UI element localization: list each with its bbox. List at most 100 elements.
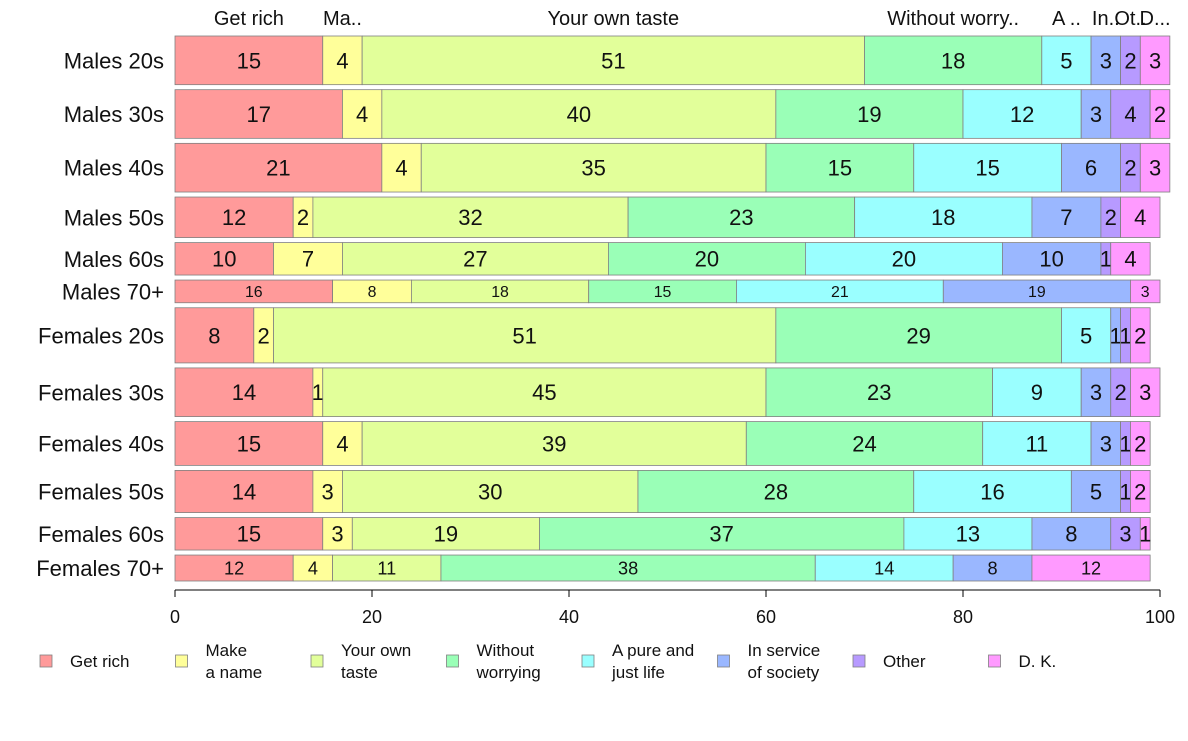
data-label: 6: [1085, 156, 1097, 181]
series-top-label: Get rich: [214, 8, 284, 30]
bar-segment: [381, 89, 777, 139]
data-label: 1: [1119, 479, 1131, 504]
data-label: 51: [601, 48, 625, 73]
legend-label: Without: [477, 641, 535, 660]
data-label: 2: [1105, 205, 1117, 230]
data-label: 1: [312, 380, 324, 405]
series-top-label: D...: [1140, 8, 1171, 30]
bar-segment: [1120, 196, 1161, 238]
legend-label: Other: [883, 652, 926, 671]
data-label: 5: [1090, 479, 1102, 504]
legend-swatch: [988, 654, 1001, 668]
data-label: 8: [1065, 522, 1077, 547]
data-label: 35: [581, 156, 605, 181]
data-label: 1: [1119, 323, 1131, 348]
data-label: 18: [941, 48, 965, 73]
data-label: 14: [874, 559, 894, 579]
data-label: 7: [302, 247, 314, 272]
data-label: 21: [266, 156, 290, 181]
bar-segment: [174, 307, 255, 364]
data-label: 19: [434, 522, 458, 547]
data-label: 3: [1119, 522, 1131, 547]
data-label: 12: [1010, 102, 1034, 127]
bar-segment: [322, 367, 767, 417]
bar-segment: [1031, 196, 1102, 238]
legend-label: Your own: [341, 641, 411, 660]
data-label: 16: [980, 479, 1004, 504]
data-label: 2: [258, 323, 270, 348]
data-label: 4: [1134, 205, 1146, 230]
category-label: Males 40s: [64, 156, 164, 181]
data-label: 2: [1114, 380, 1126, 405]
bar-segment: [1080, 89, 1112, 139]
data-label: 8: [368, 284, 377, 301]
series-top-label: A ..: [1052, 8, 1081, 30]
data-label: 4: [1124, 102, 1136, 127]
bar-segment: [913, 470, 1072, 513]
category-label: Females 30s: [38, 380, 164, 405]
data-label: 4: [336, 48, 348, 73]
data-label: 19: [1028, 284, 1046, 301]
data-label: 2: [1124, 156, 1136, 181]
bar-segment: [1031, 554, 1151, 582]
data-label: 15: [975, 156, 999, 181]
category-label: Males 60s: [64, 247, 164, 272]
data-label: 4: [395, 156, 407, 181]
legend-swatch: [310, 654, 324, 668]
category-label: Females 20s: [38, 323, 164, 348]
legend-label: D. K.: [1019, 652, 1057, 671]
bar-segment: [1070, 470, 1121, 513]
bar-segment: [342, 242, 609, 276]
bar-segment: [745, 421, 984, 466]
data-label: 1: [1100, 247, 1112, 272]
bar-segment: [322, 421, 363, 466]
bar-segment: [1130, 307, 1151, 364]
data-label: 24: [852, 431, 876, 456]
bar-segment: [351, 517, 540, 551]
data-label: 13: [956, 522, 980, 547]
category-label: Females 70+: [36, 556, 164, 581]
bar-segment: [292, 554, 334, 582]
bar-segment: [1130, 279, 1161, 304]
data-label: 2: [1134, 431, 1146, 456]
bar-segment: [814, 554, 954, 582]
bar-segment: [775, 89, 964, 139]
category-label: Females 40s: [38, 432, 164, 457]
data-label: 7: [1060, 205, 1072, 230]
data-label: 3: [1149, 156, 1161, 181]
data-label: 40: [567, 102, 591, 127]
bar-segment: [1139, 35, 1171, 86]
bar-segment: [775, 307, 1062, 364]
data-label: 3: [1090, 102, 1102, 127]
bar-segment: [174, 196, 294, 238]
legend-label: Get rich: [70, 652, 130, 671]
data-label: 4: [356, 102, 368, 127]
bar-segment: [1080, 367, 1112, 417]
legend-label: worrying: [476, 663, 541, 682]
data-label: 32: [458, 205, 482, 230]
bar-segment: [174, 470, 314, 513]
data-label: 21: [831, 284, 849, 301]
legend-label: In service: [748, 641, 821, 660]
data-label: 19: [857, 102, 881, 127]
x-tick-label: 20: [362, 607, 382, 627]
data-label: 12: [222, 205, 246, 230]
bar-segment: [1130, 421, 1151, 466]
data-label: 3: [1139, 380, 1151, 405]
bar-segment: [174, 517, 324, 551]
data-label: 11: [1025, 431, 1048, 456]
data-label: 2: [1134, 323, 1146, 348]
bar-segment: [864, 35, 1043, 86]
x-tick-label: 80: [953, 607, 973, 627]
category-label: Males 50s: [64, 205, 164, 230]
bar-segment: [627, 196, 856, 238]
data-label: 8: [987, 559, 997, 579]
data-label: 3: [1090, 380, 1102, 405]
bar-segment: [420, 142, 767, 193]
data-label: 39: [542, 431, 566, 456]
bar-segment: [361, 35, 865, 86]
data-label: 29: [906, 323, 930, 348]
data-label: 3: [322, 479, 334, 504]
data-label: 20: [695, 247, 719, 272]
legend-swatch: [852, 654, 866, 668]
